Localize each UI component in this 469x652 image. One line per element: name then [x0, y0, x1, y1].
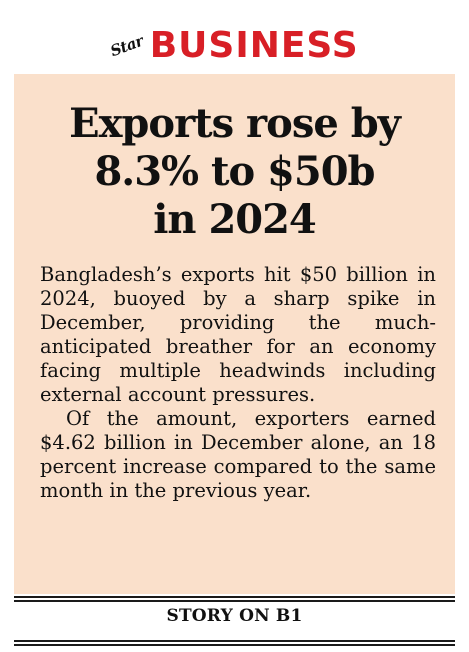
body-paragraph: Bangladesh’s exports hit $50 billion in …: [40, 263, 436, 406]
divider-rule: [14, 644, 455, 646]
headline: Exports rose by 8.3% to $50b in 2024: [0, 100, 469, 244]
headline-line: Exports rose by: [69, 100, 401, 147]
story-body: Bangladesh’s exports hit $50 billion in …: [40, 263, 436, 503]
divider-rule: [14, 640, 455, 642]
story-jump-link[interactable]: STORY ON B1: [166, 606, 303, 626]
divider-rule: [14, 600, 455, 602]
section-masthead: Star BUSINESS: [0, 20, 469, 72]
section-title: BUSINESS: [149, 25, 359, 66]
divider-rule: [14, 596, 455, 598]
story-panel: [14, 74, 455, 594]
star-logo: Star: [108, 31, 146, 61]
headline-line: 8.3% to $50b: [94, 148, 375, 195]
headline-line: in 2024: [153, 196, 317, 243]
body-paragraph: Of the amount, exporters earned $4.62 bi…: [40, 407, 436, 502]
